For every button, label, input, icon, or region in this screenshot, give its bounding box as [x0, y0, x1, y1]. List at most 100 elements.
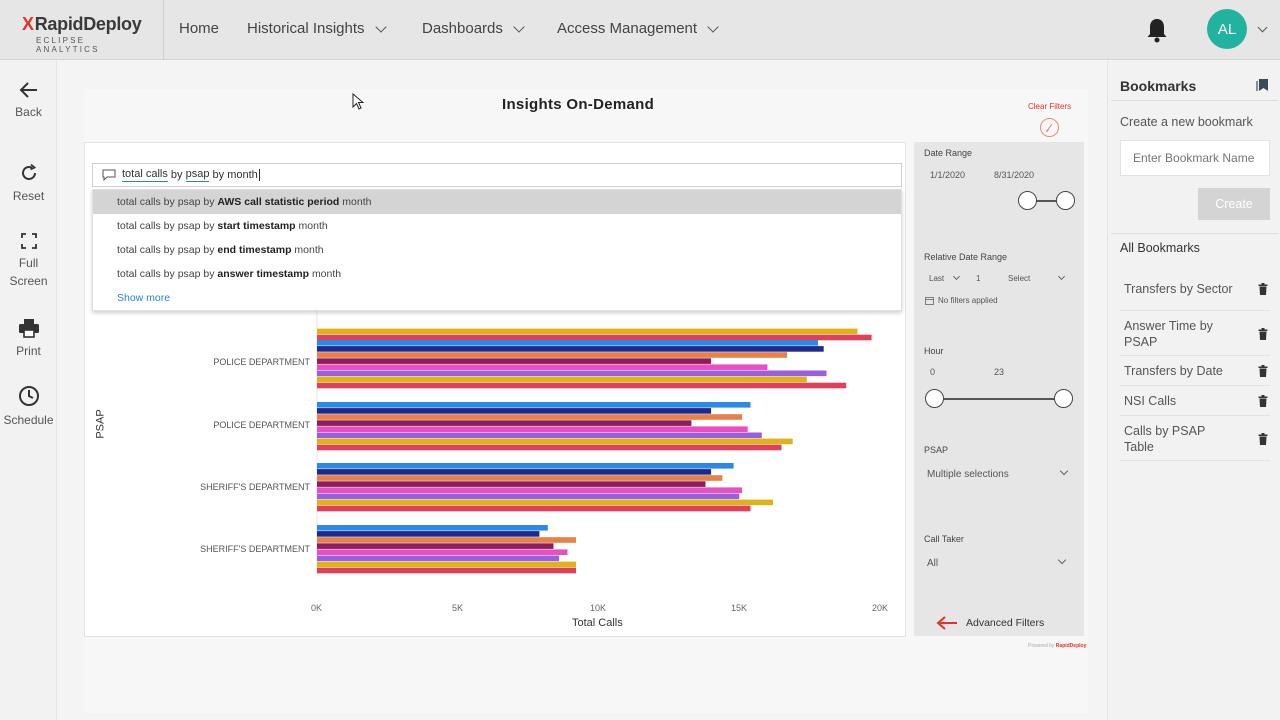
bell-icon[interactable]: [1146, 17, 1168, 43]
bar[interactable]: [317, 531, 540, 537]
bar[interactable]: [317, 525, 548, 531]
create-bookmark-label: Create a new bookmark: [1120, 115, 1253, 129]
reset-label: Reset: [12, 189, 45, 203]
show-more-link[interactable]: Show more: [117, 292, 171, 304]
bookmark-item[interactable]: Calls by PSAP Table: [1120, 417, 1270, 461]
date-from-value[interactable]: 1/1/2020: [930, 170, 966, 180]
hour-slider-end-handle[interactable]: [1054, 389, 1073, 408]
bar[interactable]: [317, 358, 712, 364]
text-caret: [258, 169, 260, 181]
bar[interactable]: [317, 555, 560, 562]
bar[interactable]: [317, 463, 734, 469]
relative-date-label: Relative Date Range: [924, 252, 1008, 262]
bar[interactable]: [317, 549, 568, 555]
bar[interactable]: [317, 469, 712, 475]
suggestion-prefix: total calls by psap by: [117, 244, 215, 256]
psap-filter-select[interactable]: Multiple selections: [927, 469, 1009, 480]
suggestion-item[interactable]: total calls by psap by AWS call statisti…: [93, 190, 901, 214]
fullscreen-icon: [20, 233, 37, 249]
bar[interactable]: [317, 567, 576, 574]
nav-home-label: Home: [179, 20, 220, 37]
arrow-left-icon: [19, 82, 37, 98]
clear-filters-link[interactable]: Clear Filters: [1028, 102, 1072, 111]
bar[interactable]: [317, 438, 793, 445]
print-button[interactable]: Print: [0, 318, 57, 358]
bar[interactable]: [317, 444, 782, 451]
nav-dashboards[interactable]: Dashboards: [422, 20, 525, 37]
divider: [1111, 100, 1278, 101]
bar[interactable]: [317, 481, 706, 487]
bar[interactable]: [317, 352, 788, 358]
bar[interactable]: [317, 346, 824, 352]
bar[interactable]: [317, 402, 751, 408]
back-button[interactable]: Back: [0, 81, 57, 119]
bar[interactable]: [317, 537, 576, 543]
relative-number-input[interactable]: 1: [976, 274, 981, 283]
psap-filter-label: PSAP: [924, 445, 949, 455]
bookmark-item[interactable]: NSI Calls: [1120, 387, 1270, 416]
bar[interactable]: [317, 370, 827, 377]
bar[interactable]: [317, 493, 740, 500]
bookmark-item[interactable]: Answer Time by PSAP: [1120, 312, 1270, 356]
bar[interactable]: [317, 382, 847, 389]
qa-search-input[interactable]: total calls by psap by month: [92, 163, 902, 187]
trash-icon[interactable]: [1258, 282, 1268, 295]
create-bookmark-button[interactable]: Create: [1198, 188, 1270, 220]
relative-unit-select[interactable]: Select: [1008, 274, 1031, 283]
hour-slider-start-handle[interactable]: [925, 389, 944, 408]
chevron-down-icon: [952, 272, 961, 281]
nav-historical-insights[interactable]: Historical Insights: [247, 20, 387, 37]
x-tick-label: 20K: [872, 603, 889, 613]
bar[interactable]: [317, 499, 773, 506]
trash-icon[interactable]: [1258, 432, 1268, 445]
call-taker-select[interactable]: All: [927, 558, 939, 569]
bar[interactable]: [317, 475, 723, 481]
suggestion-keyword: end timestamp: [217, 244, 292, 256]
bookmark-item[interactable]: Transfers by Sector: [1120, 267, 1270, 311]
full-screen-button[interactable]: Full Screen: [0, 232, 57, 288]
suggestion-suffix: month: [294, 244, 324, 256]
user-avatar[interactable]: AL: [1207, 9, 1247, 49]
date-to-value[interactable]: 8/31/2020: [994, 170, 1035, 180]
chevron-down-icon[interactable]: [1057, 555, 1067, 565]
suggestion-item[interactable]: total calls by psap by end timestamp mon…: [93, 238, 901, 262]
reset-button[interactable]: Reset: [0, 163, 57, 203]
bar[interactable]: [317, 432, 762, 439]
bar[interactable]: [317, 376, 807, 383]
bar[interactable]: [317, 334, 872, 341]
bookmark-item[interactable]: Transfers by Date: [1120, 357, 1270, 386]
bookmark-icon[interactable]: [1256, 78, 1269, 92]
bookmark-name-input[interactable]: [1120, 140, 1270, 176]
date-slider-start-handle[interactable]: [1018, 191, 1037, 210]
hour-max-value[interactable]: 23: [994, 367, 1005, 377]
eraser-icon[interactable]: [1040, 118, 1059, 137]
suggestion-item[interactable]: total calls by psap by start timestamp m…: [93, 214, 901, 238]
bookmark-item-label: Calls by PSAP Table: [1124, 423, 1206, 454]
bar[interactable]: [317, 487, 743, 493]
nav-access-management[interactable]: Access Management: [557, 20, 719, 37]
hour-min-value[interactable]: 0: [930, 367, 936, 377]
chevron-down-icon[interactable]: [1059, 466, 1069, 476]
trash-icon[interactable]: [1258, 327, 1268, 340]
trash-icon[interactable]: [1258, 365, 1268, 377]
bar[interactable]: [317, 414, 743, 420]
bar[interactable]: [317, 364, 768, 370]
bar[interactable]: [317, 408, 712, 414]
chevron-down-icon[interactable]: [1257, 22, 1268, 33]
trash-icon[interactable]: [1258, 395, 1268, 407]
bar[interactable]: [317, 340, 819, 346]
rapiddeploy-logo[interactable]: XRapidDeploy ECLIPSE ANALYTICS: [22, 14, 152, 54]
date-slider-end-handle[interactable]: [1056, 191, 1075, 210]
nav-home[interactable]: Home: [179, 20, 219, 37]
bar[interactable]: [317, 420, 692, 426]
bar[interactable]: [317, 426, 748, 432]
bar[interactable]: [317, 328, 858, 335]
advanced-filters-button[interactable]: Advanced Filters: [936, 615, 1044, 631]
suggestion-prefix: total calls by psap by: [117, 268, 215, 280]
bar[interactable]: [317, 561, 576, 568]
bar[interactable]: [317, 505, 751, 512]
suggestion-item[interactable]: total calls by psap by answer timestamp …: [93, 262, 901, 286]
schedule-button[interactable]: Schedule: [0, 385, 57, 427]
relative-last-select[interactable]: Last: [929, 274, 945, 283]
bar[interactable]: [317, 543, 554, 549]
